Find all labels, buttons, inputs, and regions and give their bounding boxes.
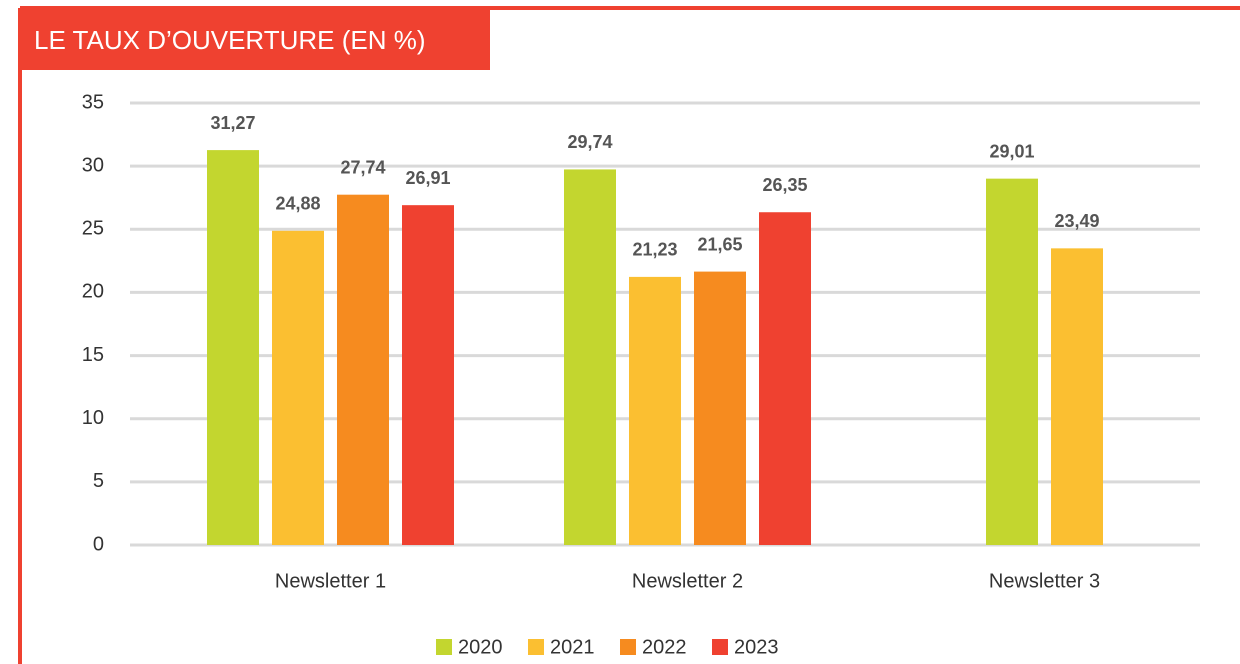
bar: [402, 205, 454, 545]
title-box: [20, 8, 490, 70]
y-tick-label: 5: [93, 470, 104, 492]
value-label: 23,49: [1054, 211, 1099, 231]
value-label: 26,91: [405, 168, 450, 188]
bar: [629, 276, 681, 545]
legend-label: 2022: [642, 636, 687, 658]
legend-label: 2023: [734, 636, 779, 658]
y-tick-label: 0: [93, 533, 104, 555]
value-label: 24,88: [275, 194, 320, 214]
value-label: 27,74: [340, 157, 385, 177]
value-label: 21,23: [632, 240, 677, 260]
legend-label: 2021: [550, 636, 595, 658]
x-tick-label: Newsletter 1: [275, 570, 386, 592]
value-label: 29,01: [989, 141, 1034, 161]
chart-title: LE TAUX D’OUVERTURE (EN %): [34, 25, 426, 55]
bar: [694, 271, 746, 545]
bar: [337, 194, 389, 546]
bar: [564, 169, 616, 546]
legend-swatch: [528, 639, 544, 655]
legend-swatch: [436, 639, 452, 655]
y-tick-label: 10: [82, 407, 104, 429]
bar: [1051, 248, 1103, 545]
y-tick-label: 15: [82, 344, 104, 366]
bar: [986, 178, 1038, 545]
legend-swatch: [712, 639, 728, 655]
y-tick-label: 25: [82, 218, 104, 240]
y-tick-label: 20: [82, 281, 104, 303]
x-tick-label: Newsletter 2: [632, 570, 743, 592]
bar: [272, 230, 324, 545]
value-label: 31,27: [210, 113, 255, 133]
legend-label: 2020: [458, 636, 503, 658]
legend-swatch: [620, 639, 636, 655]
y-tick-label: 35: [82, 91, 104, 113]
value-label: 29,74: [567, 132, 612, 152]
bar: [759, 212, 811, 546]
x-tick-label: Newsletter 3: [989, 570, 1100, 592]
value-label: 26,35: [762, 175, 807, 195]
y-tick-label: 30: [82, 154, 104, 176]
value-label: 21,65: [697, 234, 742, 254]
bar: [207, 150, 259, 546]
